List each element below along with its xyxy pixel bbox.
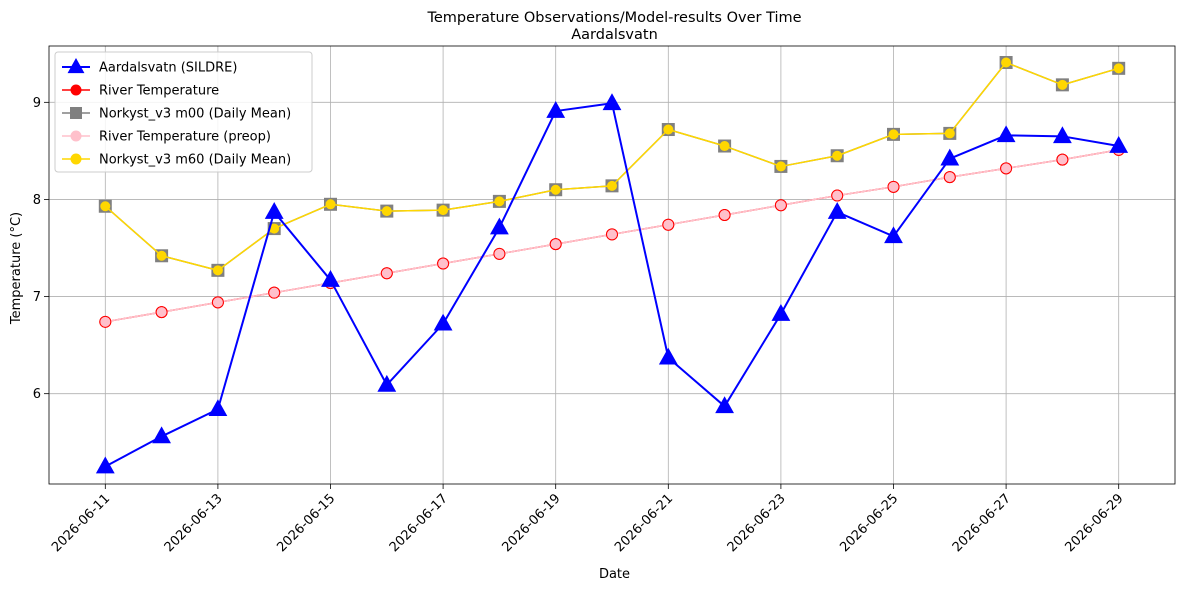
series-group [95,56,1129,474]
data-point [156,250,167,261]
chart-subtitle: Aardalsvatn [571,27,658,43]
data-point [433,313,453,331]
legend: Aardalsvatn (SILDRE) River Temperature Nor… [54,51,313,173]
legend-label: Aardalsvatn (SILDRE) [99,61,237,76]
legend-box [54,51,313,173]
data-point [832,150,843,161]
data-point [775,161,786,172]
data-point [264,202,284,219]
legend-label: River Temperature (preop) [99,130,271,145]
data-point [546,101,566,118]
data-point [774,199,787,212]
legend-item: Norkyst_v3 m60 (Daily Mean) [62,153,291,168]
data-point [719,141,730,152]
data-point [1056,153,1069,166]
data-point [943,171,956,184]
legend-label: River Temperature [99,84,219,99]
data-point [550,184,561,195]
data-point [1057,79,1068,90]
legend-item: Norkyst_v3 m00 (Daily Mean) [62,107,291,122]
y-tick-label: 7 [33,290,41,305]
data-point [888,129,899,140]
data-point [940,148,960,166]
data-point [715,396,735,414]
data-point [152,426,172,444]
data-point [377,374,397,392]
data-point [99,315,112,328]
data-point [606,228,618,241]
data-point [831,189,844,202]
legend-item: River Temperature [62,84,219,99]
series-0 [95,93,1129,474]
legend-label: Norkyst_v3 m60 (Daily Mean) [99,153,291,168]
y-tick-label: 9 [33,96,41,111]
data-point [1113,63,1124,74]
series-4 [100,57,1124,276]
data-point [1001,57,1012,68]
data-point [494,196,505,207]
data-point [996,125,1016,143]
data-point [95,456,115,474]
legend-marker [70,130,82,142]
data-point [602,93,622,111]
data-point [827,202,847,219]
data-point [887,180,900,193]
data-point [380,267,393,280]
x-axis-title: Date [599,567,630,582]
legend-marker [70,153,82,165]
y-axis-title: Temperature (°C) [9,212,24,325]
data-point [268,286,281,299]
data-point [658,347,678,365]
legend-item: River Temperature (preop) [62,130,271,145]
data-point [1000,162,1013,175]
data-point [718,208,731,221]
data-point [549,238,562,251]
legend-item: Aardalsvatn (SILDRE) [62,57,237,76]
data-point [493,247,506,260]
data-point [208,399,228,417]
data-point [438,205,449,216]
data-point [663,124,674,135]
legend-label: Norkyst_v3 m00 (Daily Mean) [99,107,291,122]
chart-title: Temperature Observations/Model-results O… [426,10,801,26]
legend-marker [67,57,85,74]
data-point [321,270,340,287]
data-point [1052,126,1072,144]
y-tick-label: 8 [33,193,41,208]
data-point [607,180,617,191]
data-point [155,306,168,319]
data-point [100,201,111,212]
data-point [212,265,223,276]
data-point [884,226,903,244]
data-point [489,217,509,235]
plot-frame [48,45,1176,485]
data-point [1109,136,1129,153]
data-point [771,304,791,321]
data-point [437,257,450,270]
data-point [662,218,675,231]
data-point [325,199,336,210]
legend-marker [70,84,82,96]
y-tick-label: 6 [33,387,41,402]
legend-marker [70,107,82,119]
data-point [211,296,224,309]
data-point [944,128,955,139]
data-point [381,206,392,217]
